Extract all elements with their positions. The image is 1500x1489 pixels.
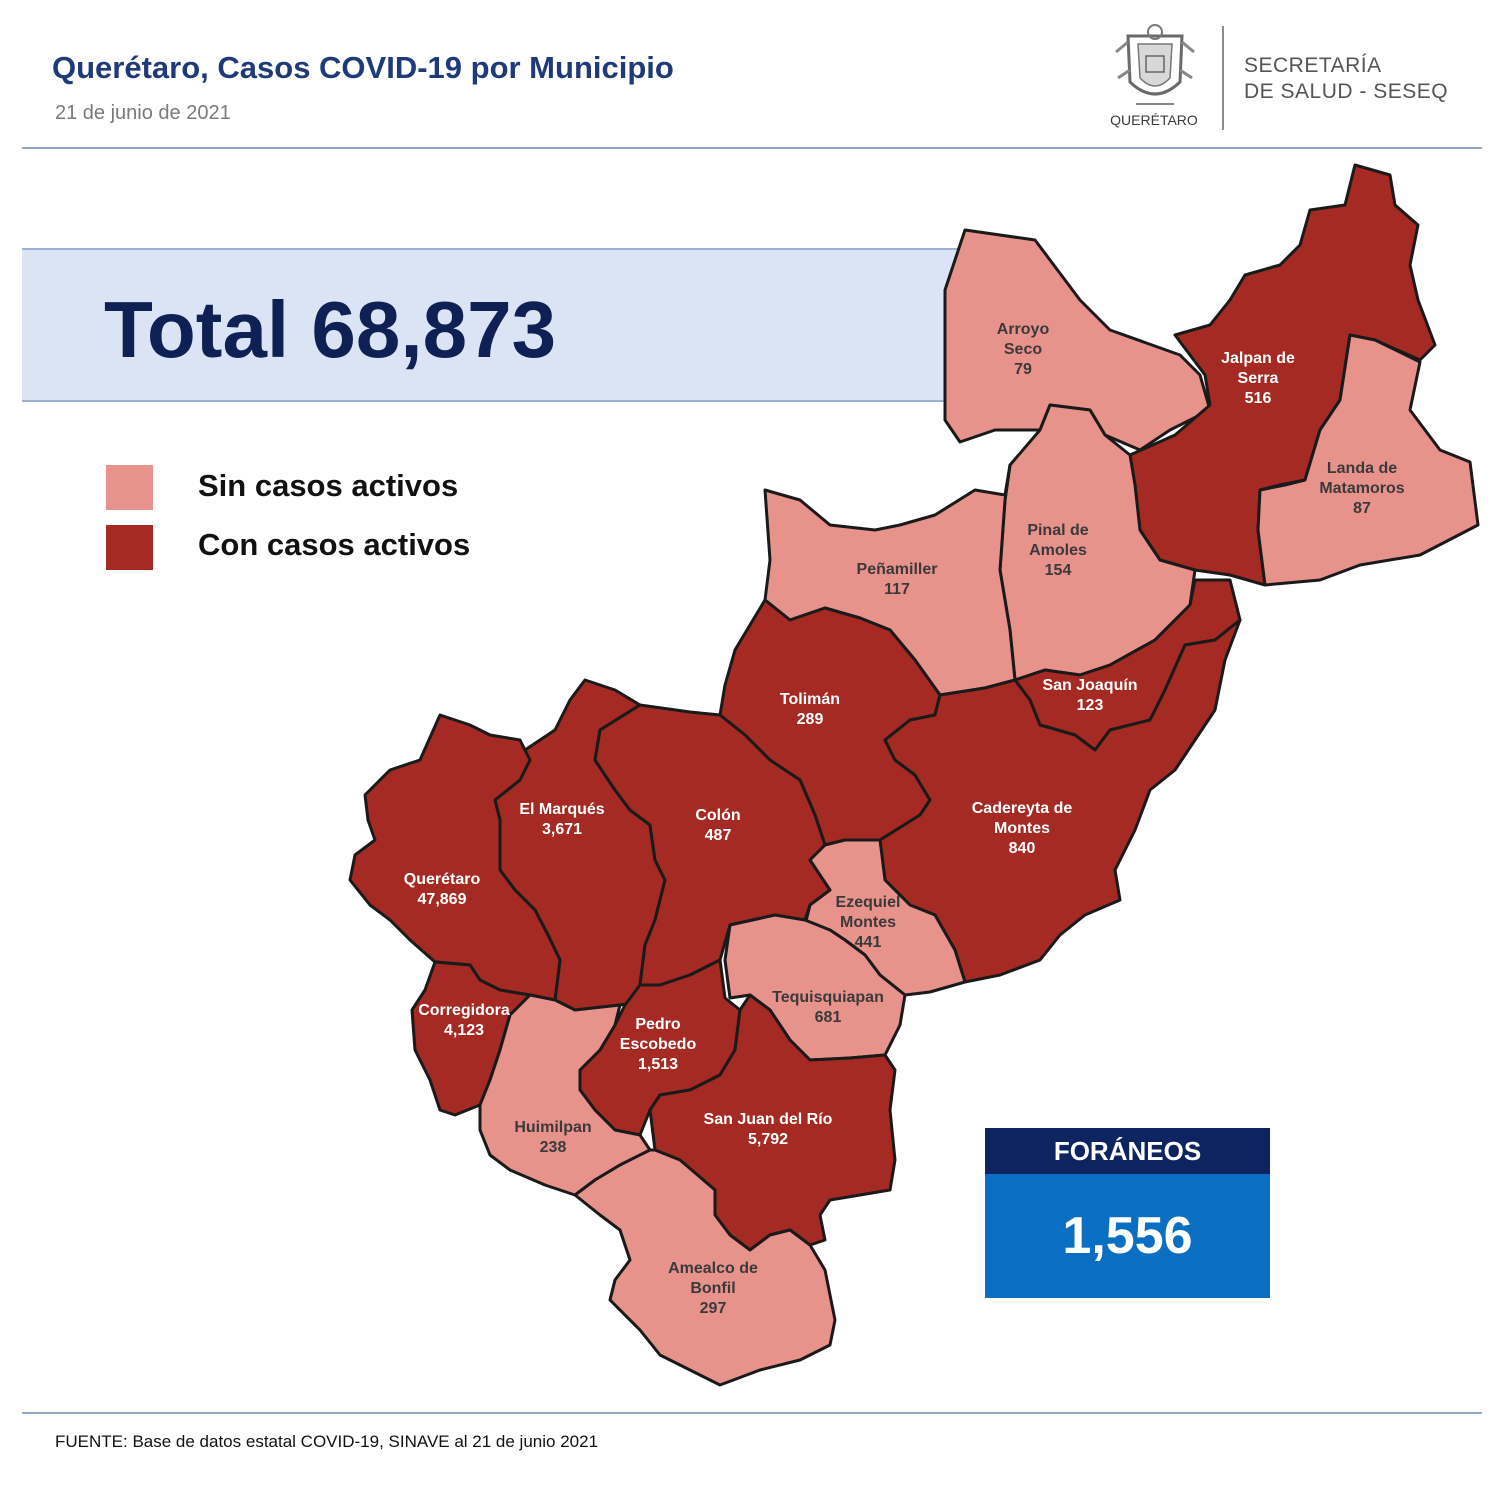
municipio-label-line: Escobedo	[620, 1036, 697, 1053]
municipio-label-jalpan-de-serra: Jalpan de Serra 516	[1221, 350, 1295, 407]
municipio-label-line: El Marqués	[519, 801, 604, 818]
legend-label-con: Con casos activos	[198, 527, 471, 562]
foraneos-label: FORÁNEOS	[985, 1128, 1270, 1174]
municipio-label-line: Pinal de	[1027, 522, 1088, 539]
municipio-label-line: Colón	[695, 807, 740, 824]
foraneos-value: 1,556	[985, 1174, 1270, 1298]
footer-rule	[22, 1412, 1482, 1414]
municipio-label-line: 441	[855, 934, 882, 951]
municipio-label-line: Seco	[1004, 341, 1042, 358]
municipio-label-line: 47,869	[418, 891, 467, 908]
municipio-label-line: Serra	[1238, 370, 1279, 387]
municipio-label-toliman: Tolimán 289	[780, 691, 840, 728]
municipio-label-line: 3,671	[542, 821, 582, 838]
municipio-label-corregidora: Corregidora 4,123	[418, 1002, 510, 1039]
municipio-label-line: 79	[1014, 361, 1032, 378]
legend-label-sin: Sin casos activos	[198, 468, 459, 503]
municipio-label-line: San Juan del Río	[704, 1111, 833, 1128]
municipio-label-pedro-escobedo: Pedro Escobedo 1,513	[620, 1016, 697, 1073]
header-rule	[22, 147, 1482, 149]
municipio-label-line: Bonfil	[690, 1280, 735, 1297]
municipio-label-line: Amoles	[1029, 542, 1087, 559]
municipio-label-line: 516	[1245, 390, 1272, 407]
report-date: 21 de junio de 2021	[55, 102, 231, 124]
municipio-label-line: Tolimán	[780, 691, 840, 708]
municipio-label-line: Peñamiller	[857, 561, 938, 578]
municipio-label-line: Querétaro	[404, 871, 481, 888]
municipio-label-line: 117	[884, 581, 910, 598]
total-banner: Total 68,873	[22, 248, 1012, 402]
municipio-label-el-marques: El Marqués 3,671	[519, 801, 604, 838]
municipio-label-line: 5,792	[748, 1131, 788, 1148]
municipio-label-line: Corregidora	[418, 1002, 510, 1019]
municipio-label-line: Huimilpan	[514, 1119, 591, 1136]
logo-caption: QUERÉTARO	[1110, 112, 1198, 128]
municipio-label-huimilpan: Huimilpan 238	[514, 1119, 591, 1156]
municipio-label-queretaro: Querétaro 47,869	[404, 871, 481, 908]
municipio-label-colon: Colón 487	[695, 807, 740, 844]
municipio-label-line: 123	[1077, 697, 1104, 714]
municipio-label-line: 4,123	[444, 1022, 484, 1039]
legend-swatch-con	[106, 525, 153, 570]
municipio-label-line: Amealco de	[668, 1260, 758, 1277]
source-note: FUENTE: Base de datos estatal COVID-19, …	[55, 1432, 599, 1451]
municipio-label-penamiller: Peñamiller 117	[857, 561, 938, 598]
municipio-label-line: 487	[705, 827, 732, 844]
municipio-region-cadereyta-de-montes	[878, 618, 1242, 984]
municipio-label-arroyo-seco: Arroyo Seco 79	[997, 321, 1050, 378]
municipio-label-line: Landa de	[1327, 460, 1397, 477]
municipio-label-tequisquiapan: Tequisquiapan 681	[772, 989, 884, 1026]
municipio-label-line: 297	[700, 1300, 727, 1317]
municipio-label-line: 289	[797, 711, 824, 728]
municipio-label-pinal-de-amoles: Pinal de Amoles 154	[1027, 522, 1088, 579]
agency-name-line1: SECRETARÍA	[1244, 54, 1382, 77]
header-divider	[1222, 26, 1224, 130]
municipio-label-line: San Joaquín	[1042, 677, 1137, 694]
municipio-label-line: Jalpan de	[1221, 350, 1295, 367]
legend-swatch-sin	[106, 465, 153, 510]
municipio-label-line: 154	[1045, 562, 1072, 579]
municipio-label-line: Montes	[840, 914, 896, 931]
municipio-label-line: Montes	[994, 820, 1050, 837]
municipio-label-line: 1,513	[638, 1056, 678, 1073]
foraneos-box: FORÁNEOS 1,556	[985, 1128, 1270, 1298]
municipio-label-line: Cadereyta de	[972, 800, 1073, 817]
municipio-region-amealco-de-bonfil	[573, 1148, 837, 1387]
municipio-label-line: Matamoros	[1319, 480, 1404, 497]
municipio-label-line: Pedro	[635, 1016, 681, 1033]
agency-name-line2: DE SALUD - SESEQ	[1244, 80, 1449, 103]
municipio-label-line: 840	[1009, 840, 1036, 857]
municipio-label-line: 681	[815, 1009, 842, 1026]
municipio-label-cadereyta-de-montes: Cadereyta de Montes 840	[972, 800, 1073, 857]
municipio-label-amealco-de-bonfil: Amealco de Bonfil 297	[668, 1260, 758, 1317]
queretaro-coat-of-arms-logo	[1108, 22, 1202, 130]
municipio-label-line: 87	[1353, 500, 1371, 517]
municipio-region-tequisquiapan	[723, 913, 907, 1062]
municipio-label-line: Arroyo	[997, 321, 1050, 338]
municipio-label-landa-de-matamoros: Landa de Matamoros 87	[1319, 460, 1404, 517]
municipio-label-line: Ezequiel	[836, 894, 901, 911]
municipio-label-line: Tequisquiapan	[772, 989, 884, 1006]
municipio-label-san-juan-del-rio: San Juan del Río 5,792	[704, 1111, 833, 1148]
municipio-region-landa-de-matamoros	[1256, 333, 1480, 587]
total-cases: Total 68,873	[104, 285, 557, 374]
municipio-label-ezequiel-montes: Ezequiel Montes 441	[836, 894, 901, 951]
municipio-region-arroyo-seco	[943, 228, 1212, 452]
municipio-region-jalpan-de-serra	[1128, 163, 1437, 587]
municipio-label-san-joaquin: San Joaquín 123	[1042, 677, 1137, 714]
page-title: Querétaro, Casos COVID-19 por Municipio	[52, 50, 674, 85]
municipio-label-line: 238	[540, 1139, 567, 1156]
